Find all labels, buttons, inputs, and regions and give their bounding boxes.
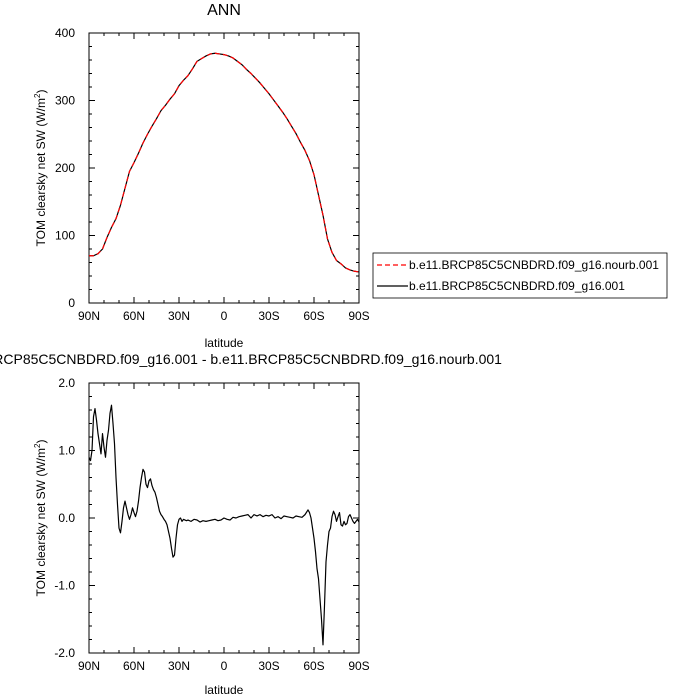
legend-label-nourb: b.e11.BRCP85C5CNBDRD.f09_g16.nourb.001 <box>409 258 659 272</box>
bottom-y-tick-label: 0.0 <box>58 511 75 525</box>
legend: b.e11.BRCP85C5CNBDRD.f09_g16.nourb.001 b… <box>372 252 668 299</box>
top-x-tick-label: 30S <box>258 309 279 323</box>
bottom-x-tick-label: 90N <box>78 659 100 673</box>
top-series-line-0 <box>89 52 360 273</box>
top-chart: ANN 90N 60N 30N 0 30S 60S 90S 0 100 200 300 400 la… <box>33 2 668 350</box>
top-y-axis-label: TOM clearsky net SW (W/m2) <box>33 90 48 247</box>
top-x-tick-label: 0 <box>221 309 228 323</box>
bottom-y-tick-label: 1.0 <box>58 444 75 458</box>
bottom-y-tick-label: 2.0 <box>58 376 75 390</box>
top-y-ticks: 0 100 200 300 400 <box>55 26 359 310</box>
bottom-x-axis-label: latitude <box>205 683 244 697</box>
top-y-tick-label: 100 <box>55 229 75 243</box>
top-chart-title: ANN <box>207 2 241 19</box>
top-x-tick-label: 90N <box>78 309 100 323</box>
bottom-x-tick-label: 60N <box>123 659 145 673</box>
top-y-tick-label: 200 <box>55 161 75 175</box>
bottom-chart: b.e11.BRCP85C5CNBDRD.f09_g16.001 - b.e11… <box>0 351 502 697</box>
bottom-x-tick-label: 30N <box>168 659 190 673</box>
top-plot-frame <box>88 32 360 304</box>
bottom-y-tick-label: -1.0 <box>54 579 75 593</box>
top-x-ticks: 90N 60N 30N 0 30S 60S 90S <box>78 33 370 323</box>
bottom-x-tick-label: 90S <box>348 659 369 673</box>
bottom-y-tick-label: -2.0 <box>54 646 75 660</box>
bottom-y-axis-label: TOM clearsky net SW (W/m2) <box>33 440 48 597</box>
top-x-tick-label: 90S <box>348 309 369 323</box>
bottom-x-ticks: 90N 60N 30N 0 30S 60S 90S <box>78 383 370 673</box>
top-y-tick-label: 400 <box>55 26 75 40</box>
legend-box <box>372 252 668 299</box>
bottom-x-tick-label: 60S <box>303 659 324 673</box>
top-y-tick-label: 300 <box>55 94 75 108</box>
bottom-series-line-0 <box>88 404 360 646</box>
bottom-x-tick-label: 30S <box>258 659 279 673</box>
top-x-tick-label: 60S <box>303 309 324 323</box>
bottom-x-tick-label: 0 <box>221 659 228 673</box>
top-series-line-1 <box>89 52 360 273</box>
top-y-tick-label: 0 <box>68 296 75 310</box>
top-x-axis-label: latitude <box>205 336 244 350</box>
bottom-series-lines <box>88 404 360 646</box>
top-series-lines <box>89 52 360 273</box>
bottom-y-ticks: -2.0 -1.0 0.0 1.0 2.0 <box>54 376 359 660</box>
bottom-chart-title: b.e11.BRCP85C5CNBDRD.f09_g16.001 - b.e11… <box>0 351 502 367</box>
top-x-tick-label: 30N <box>168 309 190 323</box>
top-x-tick-label: 60N <box>123 309 145 323</box>
legend-label-urb: b.e11.BRCP85C5CNBDRD.f09_g16.001 <box>409 279 625 293</box>
